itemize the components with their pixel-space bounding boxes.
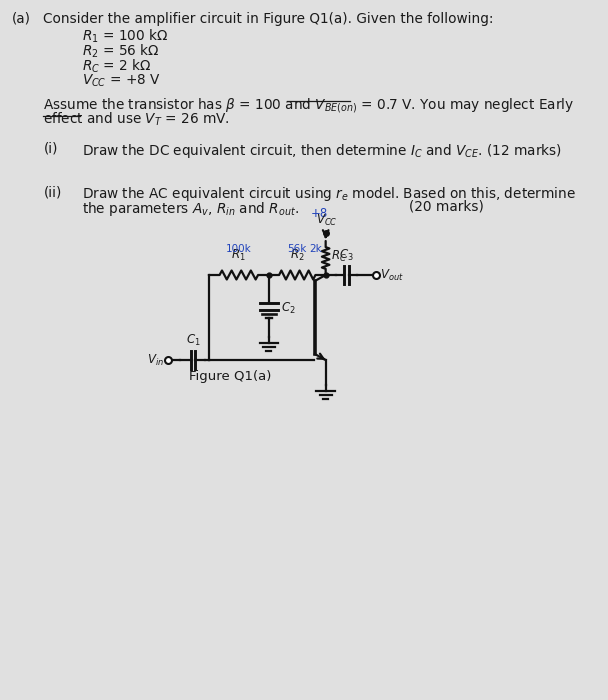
Text: Draw the AC equivalent circuit using $r_e$ model. Based on this, determine: Draw the AC equivalent circuit using $r_… <box>82 185 576 203</box>
Text: effect and use $V_T$ = 26 mV.: effect and use $V_T$ = 26 mV. <box>43 111 230 128</box>
Text: 56k: 56k <box>288 244 307 254</box>
Text: $V_{out}$: $V_{out}$ <box>380 267 404 283</box>
Text: Consider the amplifier circuit in Figure Q1(a). Given the following:: Consider the amplifier circuit in Figure… <box>43 12 494 26</box>
Text: $C_3$: $C_3$ <box>339 248 354 263</box>
Text: $V_{in}$: $V_{in}$ <box>147 353 164 368</box>
Text: (20 marks): (20 marks) <box>409 200 484 214</box>
Text: $R_1$ = 100 k$\Omega$: $R_1$ = 100 k$\Omega$ <box>82 28 168 46</box>
Text: $R_C$: $R_C$ <box>331 248 347 264</box>
Text: $C_1$: $C_1$ <box>185 333 200 348</box>
Text: Assume the transistor has $\beta$ = 100 and $V_{BE(on)}$ = 0.7 V. You may neglec: Assume the transistor has $\beta$ = 100 … <box>43 96 575 115</box>
Text: $C_2$: $C_2$ <box>280 300 295 316</box>
Text: the parameters $A_v$, $R_{in}$ and $R_{out}$.: the parameters $A_v$, $R_{in}$ and $R_{o… <box>82 200 299 218</box>
Text: 100k: 100k <box>226 244 252 254</box>
Text: Draw the DC equivalent circuit, then determine $I_C$ and $V_{CE}$. (12 marks): Draw the DC equivalent circuit, then det… <box>82 142 562 160</box>
Text: (i): (i) <box>43 142 58 156</box>
Text: $R_1$: $R_1$ <box>232 248 246 263</box>
Text: $R_C$ = 2 k$\Omega$: $R_C$ = 2 k$\Omega$ <box>82 58 151 76</box>
Text: 2k: 2k <box>309 244 322 254</box>
Text: $V_{CC}$ = +8 V: $V_{CC}$ = +8 V <box>82 73 161 90</box>
Text: +8: +8 <box>311 207 328 220</box>
Text: $R_2$: $R_2$ <box>290 248 305 263</box>
Text: $V_{CC}$: $V_{CC}$ <box>316 213 337 228</box>
Text: $R_2$ = 56 k$\Omega$: $R_2$ = 56 k$\Omega$ <box>82 43 159 60</box>
Text: (a): (a) <box>12 12 30 26</box>
Text: Figure Q1(a): Figure Q1(a) <box>189 370 272 383</box>
Text: (ii): (ii) <box>43 185 62 199</box>
